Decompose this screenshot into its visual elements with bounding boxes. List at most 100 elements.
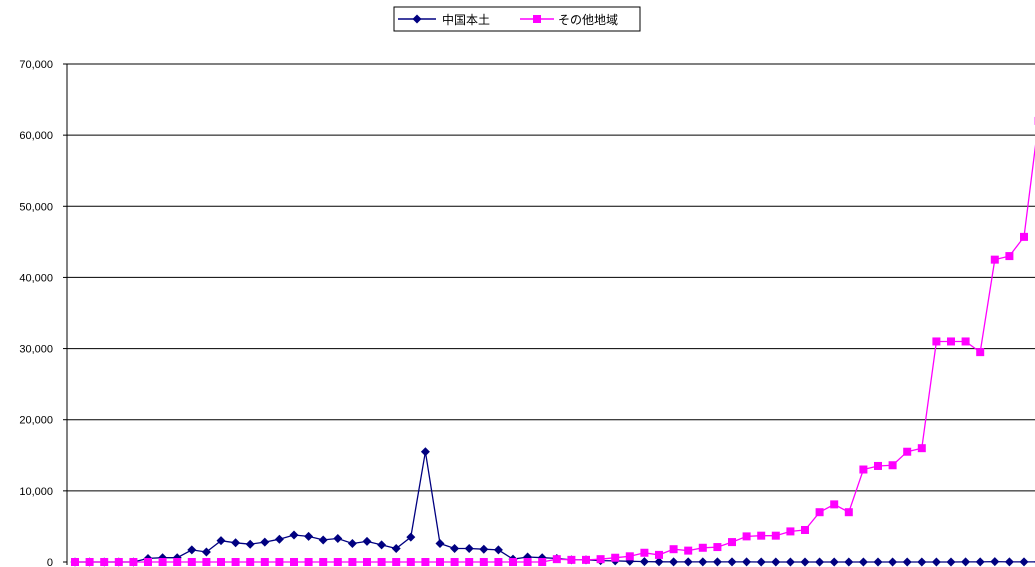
data-point bbox=[684, 546, 693, 555]
data-point bbox=[304, 531, 314, 541]
data-point bbox=[727, 557, 737, 567]
data-point bbox=[859, 465, 868, 474]
data-point bbox=[932, 337, 941, 346]
data-point bbox=[201, 547, 211, 557]
data-point bbox=[698, 543, 707, 552]
data-point bbox=[362, 536, 372, 546]
data-point bbox=[756, 557, 766, 567]
data-point bbox=[494, 558, 503, 566]
data-point bbox=[523, 558, 532, 566]
data-point bbox=[931, 557, 941, 567]
data-point bbox=[318, 535, 328, 545]
legend-marker bbox=[533, 15, 541, 23]
data-point bbox=[465, 558, 474, 566]
data-point bbox=[683, 557, 693, 567]
data-point bbox=[815, 557, 825, 567]
data-point bbox=[436, 558, 444, 566]
legend-marker bbox=[412, 14, 422, 24]
data-point bbox=[304, 558, 313, 566]
data-point bbox=[216, 536, 226, 546]
data-point bbox=[728, 538, 736, 547]
data-point bbox=[71, 558, 79, 566]
data-point bbox=[640, 548, 649, 557]
data-point bbox=[742, 557, 752, 567]
data-point bbox=[654, 557, 664, 567]
data-point bbox=[961, 337, 970, 346]
data-point bbox=[990, 255, 999, 264]
series-line bbox=[75, 144, 1035, 563]
data-point bbox=[479, 544, 489, 554]
y-tick-label: 20,000 bbox=[19, 415, 53, 427]
data-point bbox=[873, 557, 883, 567]
data-point bbox=[420, 447, 430, 457]
data-point bbox=[85, 558, 94, 566]
data-point bbox=[129, 558, 138, 566]
data-point bbox=[815, 508, 824, 517]
y-tick-labels: 0 10,000 20,000 30,000 40,000 50,000 60,000 70,… bbox=[19, 59, 53, 567]
data-point bbox=[961, 557, 971, 567]
data-point bbox=[596, 555, 605, 564]
data-point bbox=[902, 557, 912, 567]
data-point bbox=[1005, 252, 1014, 261]
data-point bbox=[406, 558, 415, 566]
data-point bbox=[903, 447, 912, 456]
legend-label: その他地域 bbox=[558, 13, 618, 27]
data-point bbox=[712, 557, 722, 567]
data-point bbox=[947, 337, 955, 346]
data-point bbox=[669, 545, 678, 554]
data-point bbox=[246, 558, 255, 566]
data-point bbox=[917, 557, 927, 567]
y-tick-label: 30,000 bbox=[19, 344, 53, 356]
data-point bbox=[582, 555, 590, 564]
data-point bbox=[114, 558, 123, 566]
data-point bbox=[990, 557, 1000, 567]
data-point bbox=[421, 558, 430, 566]
data-point bbox=[231, 538, 241, 548]
data-point bbox=[844, 557, 854, 567]
data-point bbox=[874, 461, 882, 470]
data-point bbox=[493, 545, 503, 555]
data-point bbox=[158, 558, 167, 566]
data-point bbox=[202, 558, 211, 566]
data-point bbox=[1020, 232, 1028, 241]
data-point bbox=[1019, 557, 1029, 567]
data-point bbox=[348, 558, 357, 566]
legend-box bbox=[393, 6, 641, 32]
data-point bbox=[187, 558, 196, 566]
data-point bbox=[976, 348, 985, 357]
data-point bbox=[464, 543, 474, 553]
data-point bbox=[975, 557, 985, 567]
data-point bbox=[858, 557, 868, 567]
data-point bbox=[479, 558, 488, 566]
y-tick-label: 60,000 bbox=[19, 130, 53, 142]
data-point bbox=[552, 555, 561, 564]
data-point bbox=[290, 558, 298, 566]
data-point bbox=[406, 532, 416, 542]
axes bbox=[63, 63, 68, 565]
gridlines bbox=[67, 63, 1035, 492]
data-point bbox=[917, 444, 926, 453]
data-point bbox=[655, 550, 663, 559]
data-point bbox=[611, 553, 620, 562]
data-point bbox=[274, 534, 284, 544]
data-point bbox=[173, 558, 182, 566]
data-point bbox=[275, 558, 284, 566]
data-point bbox=[888, 461, 897, 470]
data-point bbox=[319, 558, 328, 566]
data-point bbox=[260, 558, 269, 566]
data-point bbox=[844, 508, 853, 517]
data-point bbox=[450, 558, 459, 566]
series-2 bbox=[71, 116, 1035, 566]
data-point bbox=[347, 539, 357, 549]
data-point bbox=[509, 558, 517, 566]
data-point bbox=[757, 531, 766, 540]
y-tick-label: 70,000 bbox=[19, 59, 53, 71]
data-point bbox=[888, 557, 898, 567]
data-point bbox=[333, 534, 343, 544]
y-tick-label: 40,000 bbox=[19, 272, 53, 284]
data-point bbox=[391, 543, 401, 553]
data-point bbox=[785, 557, 795, 567]
data-point bbox=[450, 543, 460, 553]
data-point bbox=[946, 557, 956, 567]
